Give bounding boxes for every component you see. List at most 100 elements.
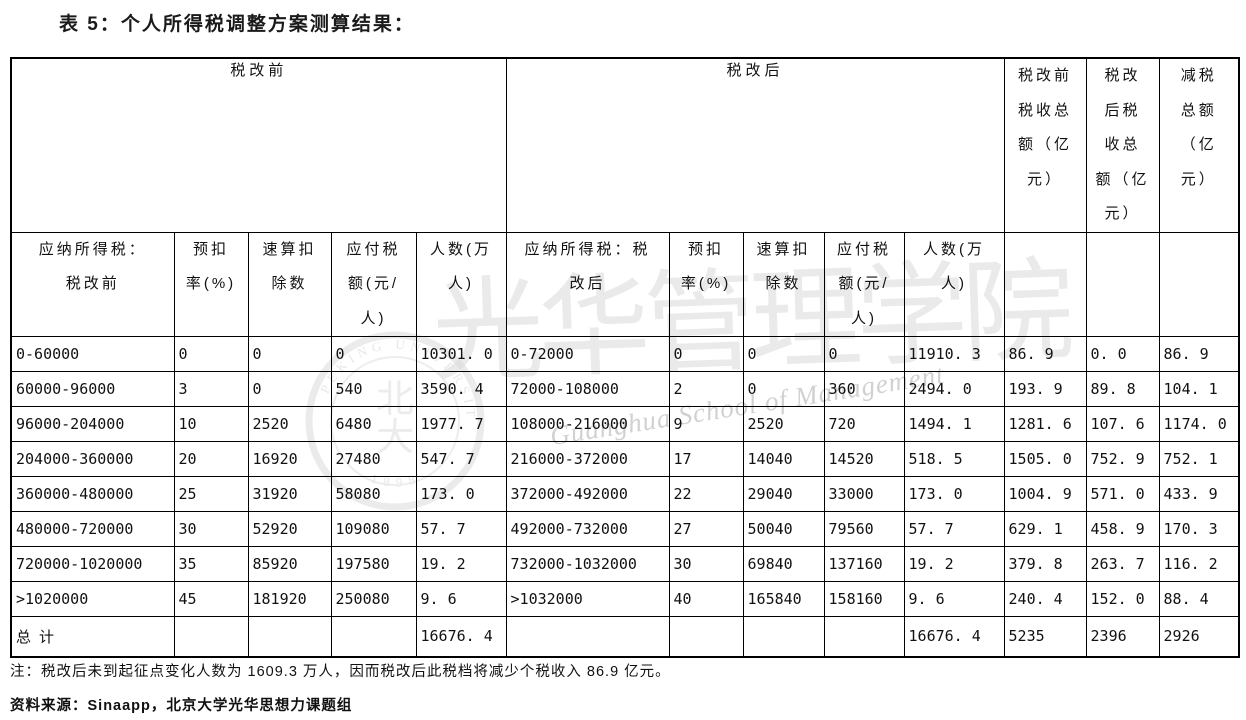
col-header-quick-deduction-before: 速算扣 除数 — [247, 231, 332, 337]
value-cell: 1494. 1 — [903, 406, 1005, 442]
value-cell: 0. 0 — [1085, 336, 1160, 372]
value-cell: 6480 — [330, 406, 417, 442]
column-header-row: 应纳所得税： 税改前 预扣 率(%) 速算扣 除数 应付税 额(元/ 人) 人数… — [10, 231, 1240, 337]
value-cell — [330, 616, 417, 657]
value-cell: 85920 — [247, 546, 332, 582]
value-cell: 2520 — [247, 406, 332, 442]
footnote: 注：税改后未到起征点变化人数为 1609.3 万人，因而税改后此税档将减少个税收… — [10, 664, 671, 680]
value-cell: 173. 0 — [903, 476, 1005, 512]
data-row: 60000-96000 3 0 540 3590. 4 72000-108000 2 0 360… — [10, 371, 1240, 407]
value-cell: 170. 3 — [1158, 511, 1240, 547]
income-range-cell: 492000-732000 — [505, 511, 670, 547]
value-cell: 30 — [668, 546, 744, 582]
income-range-cell: >1020000 — [10, 581, 175, 617]
value-cell: 17 — [668, 441, 744, 477]
income-range-cell: 72000-108000 — [505, 371, 670, 407]
value-cell: 57. 7 — [903, 511, 1005, 547]
value-cell — [173, 616, 249, 657]
value-cell: 720 — [823, 406, 905, 442]
income-range-cell: 360000-480000 — [10, 476, 175, 512]
value-cell: 0 — [742, 336, 825, 372]
value-cell: 360 — [823, 371, 905, 407]
summary-header-tax-cut-total: 减税 总额 （亿 元） — [1158, 57, 1240, 233]
value-cell: 137160 — [823, 546, 905, 582]
income-range-cell: 216000-372000 — [505, 441, 670, 477]
value-cell: 14520 — [823, 441, 905, 477]
group-header-after: 税改后 — [505, 57, 1005, 233]
value-cell: 14040 — [742, 441, 825, 477]
total-row: 总计 16676. 4 16676. 4 5235 2396 2926 — [10, 616, 1240, 657]
empty-header-cell — [1085, 231, 1160, 337]
value-cell: 10301. 0 — [415, 336, 507, 372]
income-range-cell: 0-72000 — [505, 336, 670, 372]
income-range-cell: 720000-1020000 — [10, 546, 175, 582]
value-cell: 0 — [247, 371, 332, 407]
col-header-withholding-rate-before: 预扣 率(%) — [173, 231, 249, 337]
col-header-headcount-after: 人数(万 人) — [903, 231, 1005, 337]
value-cell: 518. 5 — [903, 441, 1005, 477]
value-cell: 547. 7 — [415, 441, 507, 477]
value-cell: 263. 7 — [1085, 546, 1160, 582]
value-cell: 1977. 7 — [415, 406, 507, 442]
value-cell: 16676. 4 — [415, 616, 507, 657]
value-cell: 116. 2 — [1158, 546, 1240, 582]
value-cell: 5235 — [1003, 616, 1087, 657]
income-range-cell: 372000-492000 — [505, 476, 670, 512]
col-header-tax-payable-after: 应付税 额(元/ 人) — [823, 231, 905, 337]
value-cell: 2520 — [742, 406, 825, 442]
col-header-income-before: 应纳所得税： 税改前 — [10, 231, 175, 337]
value-cell: 69840 — [742, 546, 825, 582]
value-cell: 3590. 4 — [415, 371, 507, 407]
value-cell: 9. 6 — [903, 581, 1005, 617]
value-cell: 52920 — [247, 511, 332, 547]
value-cell: 752. 9 — [1085, 441, 1160, 477]
data-row: 360000-480000 25 31920 58080 173. 0 372000-49… — [10, 476, 1240, 512]
summary-header-post-reform-revenue: 税改 后税 收总 额（亿 元） — [1085, 57, 1160, 233]
value-cell: 173. 0 — [415, 476, 507, 512]
value-cell: 1004. 9 — [1003, 476, 1087, 512]
value-cell: 29040 — [742, 476, 825, 512]
value-cell: 193. 9 — [1003, 371, 1087, 407]
value-cell: 11910. 3 — [903, 336, 1005, 372]
value-cell: 0 — [330, 336, 417, 372]
income-range-cell: 732000-1032000 — [505, 546, 670, 582]
value-cell: 1281. 6 — [1003, 406, 1087, 442]
value-cell: 0 — [247, 336, 332, 372]
value-cell: 0 — [742, 371, 825, 407]
value-cell: 379. 8 — [1003, 546, 1087, 582]
value-cell: 86. 9 — [1003, 336, 1087, 372]
value-cell: 2926 — [1158, 616, 1240, 657]
income-range-cell: 204000-360000 — [10, 441, 175, 477]
value-cell: 197580 — [330, 546, 417, 582]
income-range-cell: 108000-216000 — [505, 406, 670, 442]
value-cell: 22 — [668, 476, 744, 512]
value-cell: 10 — [173, 406, 249, 442]
value-cell: 79560 — [823, 511, 905, 547]
value-cell: 58080 — [330, 476, 417, 512]
value-cell: 57. 7 — [415, 511, 507, 547]
value-cell: 0 — [173, 336, 249, 372]
value-cell: 109080 — [330, 511, 417, 547]
data-row: 720000-1020000 35 85920 197580 19. 2 732000-1… — [10, 546, 1240, 582]
tax-comparison-table: 税改前 税改后 税改前 税收总 额（亿 元） 税改 后税 收总 额（亿 元） 减… — [10, 57, 1241, 658]
value-cell — [823, 616, 905, 657]
value-cell: 16676. 4 — [903, 616, 1005, 657]
value-cell: 2494. 0 — [903, 371, 1005, 407]
value-cell: 9 — [668, 406, 744, 442]
value-cell: 152. 0 — [1085, 581, 1160, 617]
income-range-cell: 0-60000 — [10, 336, 175, 372]
value-cell: 50040 — [742, 511, 825, 547]
col-header-withholding-rate-after: 预扣 率(%) — [668, 231, 744, 337]
data-row: 96000-204000 10 2520 6480 1977. 7 108000-2160… — [10, 406, 1240, 442]
value-cell: 27 — [668, 511, 744, 547]
value-cell: 19. 2 — [415, 546, 507, 582]
value-cell: 25 — [173, 476, 249, 512]
value-cell: 40 — [668, 581, 744, 617]
value-cell: 458. 9 — [1085, 511, 1160, 547]
value-cell: 540 — [330, 371, 417, 407]
value-cell: 35 — [173, 546, 249, 582]
value-cell: 0 — [823, 336, 905, 372]
total-label-cell — [505, 616, 670, 657]
source-note: 资料来源：Sinaapp，北京大学光华思想力课题组 — [10, 698, 353, 714]
value-cell: 89. 8 — [1085, 371, 1160, 407]
